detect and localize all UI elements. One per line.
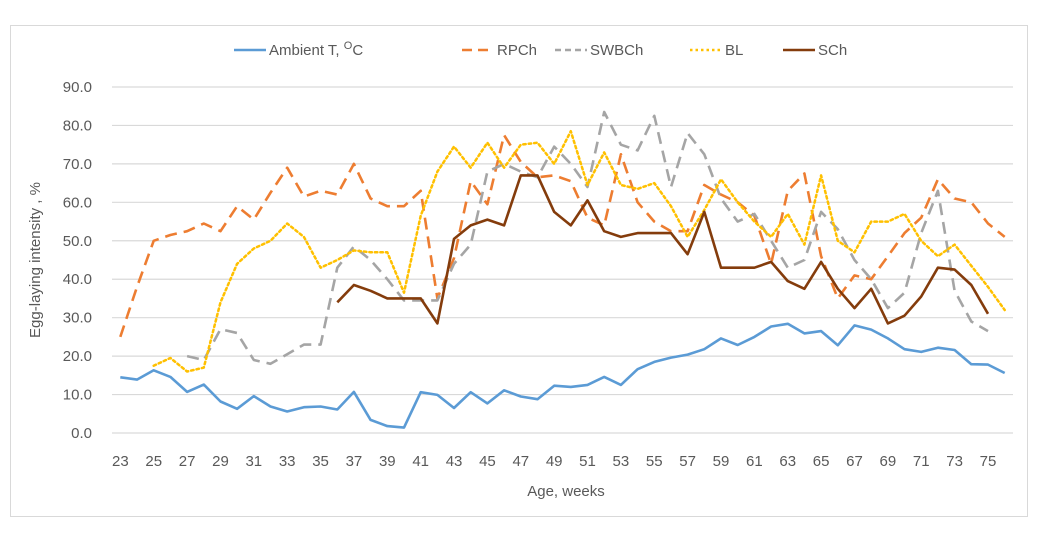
x-tick-label: 53: [613, 453, 630, 470]
x-tick-label: 29: [212, 453, 229, 470]
chart-frame: [10, 25, 1028, 517]
x-tick-label: 37: [346, 453, 363, 470]
x-tick-label: 57: [679, 453, 696, 470]
series-line: [119, 133, 1006, 338]
x-axis-title: Age, weeks: [527, 483, 605, 500]
legend-label: RPCh: [497, 42, 537, 59]
x-tick-label: 39: [379, 453, 396, 470]
series-lines: [119, 110, 1006, 429]
y-tick-label: 60.0: [63, 194, 92, 211]
x-tick-label: 67: [846, 453, 863, 470]
x-tick-label: 43: [446, 453, 463, 470]
x-tick-label: 47: [512, 453, 529, 470]
x-tick-label: 59: [713, 453, 730, 470]
x-tick-label: 49: [546, 453, 563, 470]
series-sch: [336, 174, 990, 325]
y-tick-label: 30.0: [63, 310, 92, 327]
legend-label: SCh: [818, 42, 847, 59]
series-line: [152, 129, 1006, 373]
y-tick-label: 70.0: [63, 156, 92, 173]
x-tick-label: 35: [312, 453, 329, 470]
x-tick-label: 69: [880, 453, 897, 470]
x-tick-label: 61: [746, 453, 763, 470]
legend: Ambient T, OC RPCh SWBCh BL SCh: [234, 40, 847, 59]
legend-label: BL: [725, 42, 743, 59]
y-tick-label: 90.0: [63, 79, 92, 96]
x-tick-label: 71: [913, 453, 930, 470]
x-tick-label: 65: [813, 453, 830, 470]
y-tick-label: 80.0: [63, 117, 92, 134]
x-axis-ticks: 23 25 27 29 31 33 35 37 39 41 43 45 47 49 51 53 55 57 59 61…: [112, 453, 996, 470]
x-tick-label: 51: [579, 453, 596, 470]
x-tick-label: 27: [179, 453, 196, 470]
series-line: [120, 322, 1006, 429]
x-tick-label: 33: [279, 453, 296, 470]
series-swbch: [186, 110, 989, 366]
x-tick-label: 63: [779, 453, 796, 470]
x-tick-label: 23: [112, 453, 129, 470]
legend-label: SWBCh: [590, 42, 643, 59]
series-rpch: [119, 133, 1006, 338]
y-tick-label: 10.0: [63, 387, 92, 404]
series-bl: [152, 129, 1006, 373]
x-tick-label: 75: [980, 453, 997, 470]
x-tick-label: 73: [946, 453, 963, 470]
x-tick-label: 41: [412, 453, 429, 470]
x-tick-label: 45: [479, 453, 496, 470]
series-line: [336, 174, 990, 325]
x-tick-label: 25: [145, 453, 162, 470]
y-tick-label: 40.0: [63, 271, 92, 288]
y-axis-ticks: 0.0 10.0 20.0 30.0 40.0 50.0 60.0 70.0 80.0 90.0: [63, 79, 92, 442]
y-tick-label: 0.0: [71, 425, 92, 442]
y-axis-title: Egg-laying intensity , %: [27, 182, 44, 338]
y-tick-label: 50.0: [63, 233, 92, 250]
gridlines: [112, 86, 1013, 434]
series-ambient-t-c: [120, 322, 1006, 429]
x-tick-label: 55: [646, 453, 663, 470]
legend-label: Ambient T, OC: [269, 40, 363, 59]
y-tick-label: 20.0: [63, 348, 92, 365]
series-line: [186, 110, 989, 366]
x-tick-label: 31: [245, 453, 262, 470]
